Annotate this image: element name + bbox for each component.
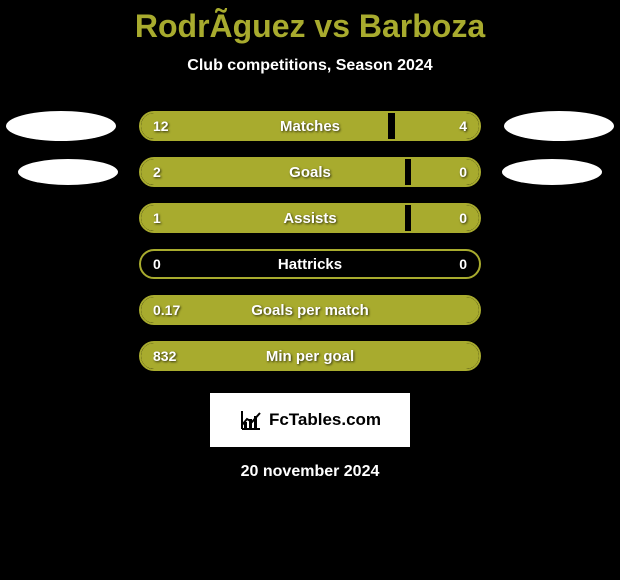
bar-fill-left	[141, 159, 405, 185]
stat-value-left: 0.17	[153, 302, 180, 318]
stat-label: Matches	[280, 118, 340, 135]
stat-bar: 0 Hattricks 0	[139, 249, 481, 279]
stat-value-left: 12	[153, 118, 169, 134]
bar-fill-right	[411, 159, 479, 185]
stat-row: 1 Assists 0	[0, 203, 620, 233]
stat-value-right: 0	[459, 164, 467, 180]
stat-value-right: 0	[459, 256, 467, 272]
stat-row: 832 Min per goal	[0, 341, 620, 371]
stat-row: 2 Goals 0	[0, 157, 620, 187]
bar-fill-right	[411, 205, 479, 231]
stat-bar: 0.17 Goals per match	[139, 295, 481, 325]
chart-icon	[239, 408, 263, 432]
stat-row: 12 Matches 4	[0, 111, 620, 141]
stat-bar: 1 Assists 0	[139, 203, 481, 233]
stat-label: Assists	[283, 210, 336, 227]
stat-bar: 12 Matches 4	[139, 111, 481, 141]
bar-fill-left	[141, 113, 388, 139]
stat-value-right: 0	[459, 210, 467, 226]
player-right-badge	[504, 111, 614, 141]
player-left-badge	[6, 111, 116, 141]
bar-fill-left	[141, 205, 405, 231]
stats-area: 12 Matches 4 2 Goals 0 1 Assists 0 0 Hattricks 0 0.1…	[0, 111, 620, 371]
stat-label: Goals	[289, 164, 331, 181]
watermark-badge: FcTables.com	[210, 393, 410, 447]
date-label: 20 november 2024	[241, 463, 380, 481]
stat-bar: 832 Min per goal	[139, 341, 481, 371]
page-subtitle: Club competitions, Season 2024	[187, 57, 432, 75]
stat-value-left: 2	[153, 164, 161, 180]
stat-label: Min per goal	[266, 348, 354, 365]
page-title: RodrÃ­guez vs Barboza	[135, 8, 485, 45]
stat-row: 0 Hattricks 0	[0, 249, 620, 279]
player-left-badge	[18, 159, 118, 185]
stat-value-right: 4	[459, 118, 467, 134]
stat-bar: 2 Goals 0	[139, 157, 481, 187]
watermark-text: FcTables.com	[269, 410, 381, 430]
stat-label: Goals per match	[251, 302, 369, 319]
stat-row: 0.17 Goals per match	[0, 295, 620, 325]
player-right-badge	[502, 159, 602, 185]
stat-value-left: 0	[153, 256, 161, 272]
stat-value-left: 832	[153, 348, 176, 364]
stat-value-left: 1	[153, 210, 161, 226]
stat-label: Hattricks	[278, 256, 342, 273]
comparison-container: RodrÃ­guez vs Barboza Club competitions,…	[0, 0, 620, 580]
